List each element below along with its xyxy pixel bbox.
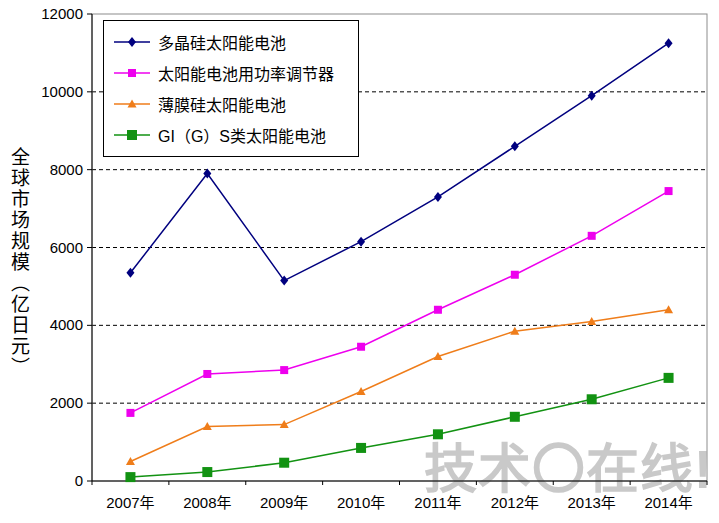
series-line-3 <box>130 378 668 477</box>
y-tick-label: 4000 <box>50 316 83 333</box>
data-point-square <box>126 409 134 417</box>
data-point-square <box>125 472 135 482</box>
series-line-2 <box>130 310 668 462</box>
data-point-square <box>280 366 288 374</box>
data-point-diamond <box>511 141 519 151</box>
data-point-square <box>202 467 212 477</box>
data-point-triangle <box>664 305 673 313</box>
y-tick-label: 6000 <box>50 239 83 256</box>
data-point-diamond <box>357 237 365 247</box>
data-point-square <box>356 443 366 453</box>
data-point-square <box>588 232 596 240</box>
legend-item: 薄膜硅太阳能电池 <box>113 92 358 116</box>
data-point-square <box>665 187 673 195</box>
data-point-square <box>511 271 519 279</box>
x-tick-label: 2014年 <box>644 494 692 511</box>
data-point-square <box>587 394 597 404</box>
data-point-square <box>279 458 289 468</box>
data-point-square <box>434 306 442 314</box>
data-point-diamond <box>588 91 596 101</box>
x-tick-label: 2009年 <box>260 494 308 511</box>
x-tick-label: 2012年 <box>491 494 539 511</box>
data-point-diamond <box>434 192 442 202</box>
legend-item: 太阳能电池用功率调节器 <box>113 61 358 85</box>
legend: 多晶硅太阳能电池太阳能电池用功率调节器薄膜硅太阳能电池 GI（G）S类太阳能电池 <box>103 20 359 157</box>
chart-root: 技术〇在线! 全球市场规模（亿日元） 020004000600080001000… <box>0 0 719 523</box>
data-point-square <box>357 343 365 351</box>
triangle-legend-icon <box>113 96 151 112</box>
x-tick-label: 2007年 <box>106 494 154 511</box>
y-tick-label: 10000 <box>41 83 83 100</box>
legend-label: 薄膜硅太阳能电池 <box>158 92 286 116</box>
series-line-1 <box>130 191 668 413</box>
diamond-legend-icon <box>113 34 151 50</box>
data-point-triangle <box>126 457 135 465</box>
legend-item: GI（G）S类太阳能电池 <box>113 123 358 147</box>
legend-label: 多晶硅太阳能电池 <box>158 30 286 54</box>
data-point-square <box>664 373 674 383</box>
x-tick-label: 2011年 <box>414 494 461 511</box>
legend-label: 太阳能电池用功率调节器 <box>158 61 334 85</box>
y-tick-label: 8000 <box>50 161 83 178</box>
data-point-square <box>203 370 211 378</box>
legend-label: GI（G）S类太阳能电池 <box>158 123 326 147</box>
data-point-diamond <box>665 38 673 48</box>
y-tick-label: 2000 <box>50 394 83 411</box>
y-tick-label: 12000 <box>41 5 83 22</box>
square-legend-icon <box>113 65 151 81</box>
legend-item: 多晶硅太阳能电池 <box>113 30 358 54</box>
data-point-triangle <box>357 387 366 395</box>
x-tick-label: 2008年 <box>183 494 231 511</box>
x-tick-label: 2010年 <box>337 494 385 511</box>
data-point-square <box>433 429 443 439</box>
square-legend-icon <box>113 127 151 143</box>
y-tick-label: 0 <box>75 472 83 489</box>
x-tick-label: 2013年 <box>568 494 616 511</box>
data-point-square <box>510 412 520 422</box>
